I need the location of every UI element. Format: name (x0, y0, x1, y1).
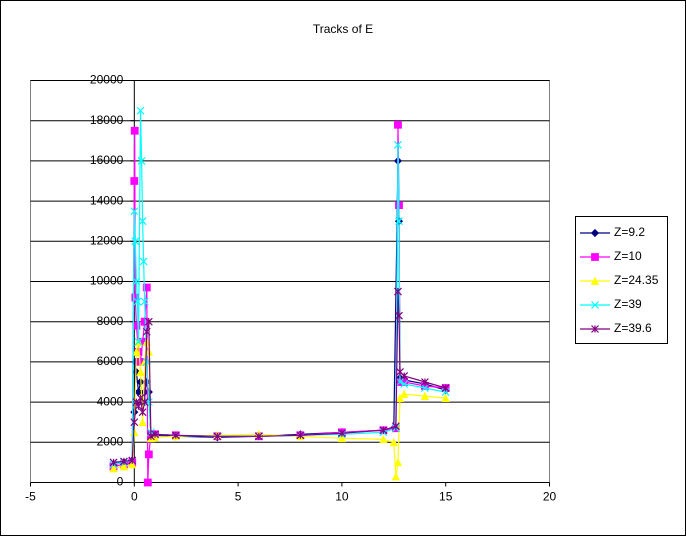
y-tick-label: 6000 (97, 354, 124, 368)
marker (138, 408, 147, 417)
marker (132, 277, 141, 286)
marker (134, 402, 143, 411)
marker (138, 217, 147, 226)
marker (337, 433, 347, 443)
marker (389, 437, 398, 447)
x-tick-label: 5 (235, 490, 242, 504)
y-tick-label: 16000 (90, 153, 124, 167)
y-tick-label: 20000 (90, 73, 124, 87)
marker (130, 177, 139, 185)
marker (395, 217, 403, 226)
y-tick-label: 18000 (90, 113, 124, 127)
marker (379, 434, 388, 444)
y-tick-label: 2000 (97, 434, 124, 448)
x-tick-label: 0 (131, 490, 138, 504)
legend-marker (591, 301, 599, 309)
marker (151, 430, 159, 439)
legend-label: Z=10 (614, 249, 642, 263)
marker (391, 422, 400, 431)
marker (138, 417, 147, 427)
marker (137, 156, 146, 165)
marker (139, 257, 148, 266)
marker (119, 457, 128, 466)
marker (132, 347, 141, 356)
legend-label: Z=24.35 (614, 273, 659, 287)
marker (171, 431, 180, 440)
legend-label: Z=9.2 (614, 225, 645, 239)
marker (130, 418, 139, 427)
marker (337, 429, 346, 438)
marker (421, 378, 429, 386)
legend-label: Z=39.6 (614, 321, 652, 335)
y-tick-label: 4000 (97, 394, 124, 408)
marker (400, 389, 409, 398)
legend-box (575, 216, 668, 344)
marker (119, 462, 129, 471)
marker (133, 297, 142, 306)
marker (130, 207, 139, 216)
legend-marker (591, 253, 599, 261)
marker (143, 478, 152, 487)
y-tick-label: 12000 (90, 233, 124, 247)
marker (391, 472, 401, 481)
legend-label: Z=39 (614, 297, 642, 311)
marker (400, 372, 409, 380)
x-tick-label: -5 (25, 490, 36, 504)
y-tick-label: 14000 (90, 193, 124, 207)
marker (131, 237, 140, 246)
marker (142, 327, 151, 336)
marker (128, 460, 137, 469)
marker (142, 283, 151, 292)
marker (421, 384, 429, 392)
marker (130, 126, 139, 135)
marker (394, 120, 402, 129)
marker (394, 287, 402, 296)
marker (109, 458, 118, 467)
marker (379, 426, 388, 435)
marker (140, 398, 149, 407)
marker (394, 140, 402, 149)
marker (254, 432, 263, 441)
marker (441, 384, 450, 392)
marker (136, 106, 145, 115)
marker (441, 393, 450, 402)
marker (144, 450, 153, 459)
marker (136, 367, 145, 376)
series-line (113, 110, 446, 465)
marker (395, 393, 405, 402)
marker (134, 337, 143, 346)
y-tick-label: 8000 (97, 314, 124, 328)
marker (146, 432, 155, 441)
marker (128, 456, 137, 465)
y-tick-label: 0 (117, 475, 124, 489)
marker (144, 317, 153, 326)
x-tick-label: 10 (335, 490, 349, 504)
y-tick-label: 10000 (90, 274, 124, 288)
legend-marker (591, 325, 599, 333)
marker (109, 464, 118, 473)
marker (400, 380, 409, 388)
legend-marker (590, 276, 600, 285)
marker (140, 297, 149, 306)
marker (396, 378, 404, 386)
marker (213, 432, 222, 441)
x-tick-label: 20 (543, 490, 557, 504)
marker (393, 458, 403, 467)
marker (296, 431, 305, 440)
marker (395, 311, 403, 320)
x-tick-label: 15 (439, 490, 453, 504)
legend-marker (590, 228, 600, 238)
chart-title: Tracks of E (313, 22, 373, 36)
marker (420, 391, 430, 400)
